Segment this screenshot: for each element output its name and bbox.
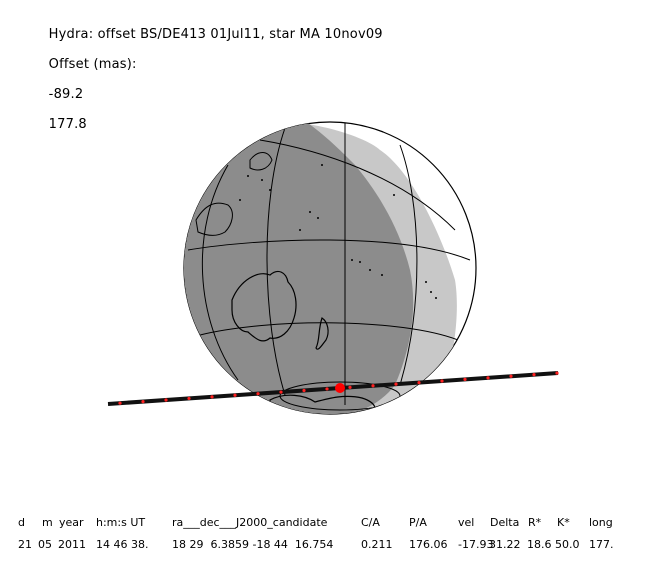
shadow-track <box>107 371 559 406</box>
track-tick <box>394 382 398 386</box>
track-tick <box>532 373 536 377</box>
track-tick <box>440 379 444 383</box>
offset-y: 177.8 <box>48 117 87 132</box>
track-tick <box>302 388 306 393</box>
table-value-cell: 31.22 <box>489 538 521 551</box>
table-value-cell: 176.06 <box>409 538 448 551</box>
table-header-cell: h:m:s UT <box>96 516 146 529</box>
plot-title: Hydra: offset BS/DE413 01Jul11, star MA … <box>40 12 640 132</box>
island-dots <box>239 164 437 299</box>
track-tick <box>325 387 329 391</box>
track-tick <box>486 376 490 380</box>
table-value-cell: 05 <box>38 538 52 551</box>
track-tick <box>279 390 283 394</box>
table-value-cell: 2011 <box>58 538 86 551</box>
continent-australia <box>231 270 297 342</box>
table-header-cell: d <box>18 516 25 529</box>
table-header-cell: Delta <box>490 516 520 529</box>
table-value-cell: 14 46 38. <box>96 538 149 551</box>
track-tick <box>118 401 122 405</box>
table-value-cell: 18 29 6.3859 -18 44 16.754 <box>172 538 334 551</box>
table-header-cell: m <box>42 516 53 529</box>
track-tick <box>348 385 352 389</box>
table-header-cell: P/A <box>409 516 427 529</box>
table-value-cell: 18.6 <box>527 538 552 551</box>
table-header-cell: R* <box>528 516 542 529</box>
track-tick <box>164 398 168 402</box>
red-dot-icon <box>335 383 345 393</box>
track-tick <box>555 371 559 375</box>
table-value-cell: 50.0 <box>555 538 580 551</box>
track-tick <box>256 392 260 396</box>
table-header-cell: C/A <box>361 516 380 529</box>
track-tick <box>187 396 191 401</box>
table-header-cell: vel <box>458 516 475 529</box>
table-header-cell: long <box>589 516 613 529</box>
offset-label: Offset (mas): <box>48 57 137 72</box>
track-marks <box>118 371 559 405</box>
table-value-cell: 177. <box>589 538 614 551</box>
continent-new-zealand <box>315 317 329 350</box>
table-header-cell: ra___dec___J2000_candidate <box>172 516 328 529</box>
night-zone <box>184 122 414 414</box>
table-header-cell: year <box>59 516 84 529</box>
track-tick <box>141 399 145 404</box>
track-tick <box>371 384 375 388</box>
track-tick <box>233 393 237 397</box>
track-tick <box>210 395 214 399</box>
table-header-cell: K* <box>557 516 570 529</box>
table-value-cell: 0.211 <box>361 538 393 551</box>
table-value-cell: 21 <box>18 538 32 551</box>
offset-x: -89.2 <box>48 87 84 102</box>
track-tick <box>417 380 421 385</box>
title-text: Hydra: offset BS/DE413 01Jul11, star MA … <box>48 27 383 42</box>
earth-globe-icon <box>183 121 477 415</box>
track-tick <box>509 374 513 378</box>
continent-asia <box>195 202 233 236</box>
table-value-cell: -17.93 <box>458 538 494 551</box>
track-tick <box>463 377 467 382</box>
